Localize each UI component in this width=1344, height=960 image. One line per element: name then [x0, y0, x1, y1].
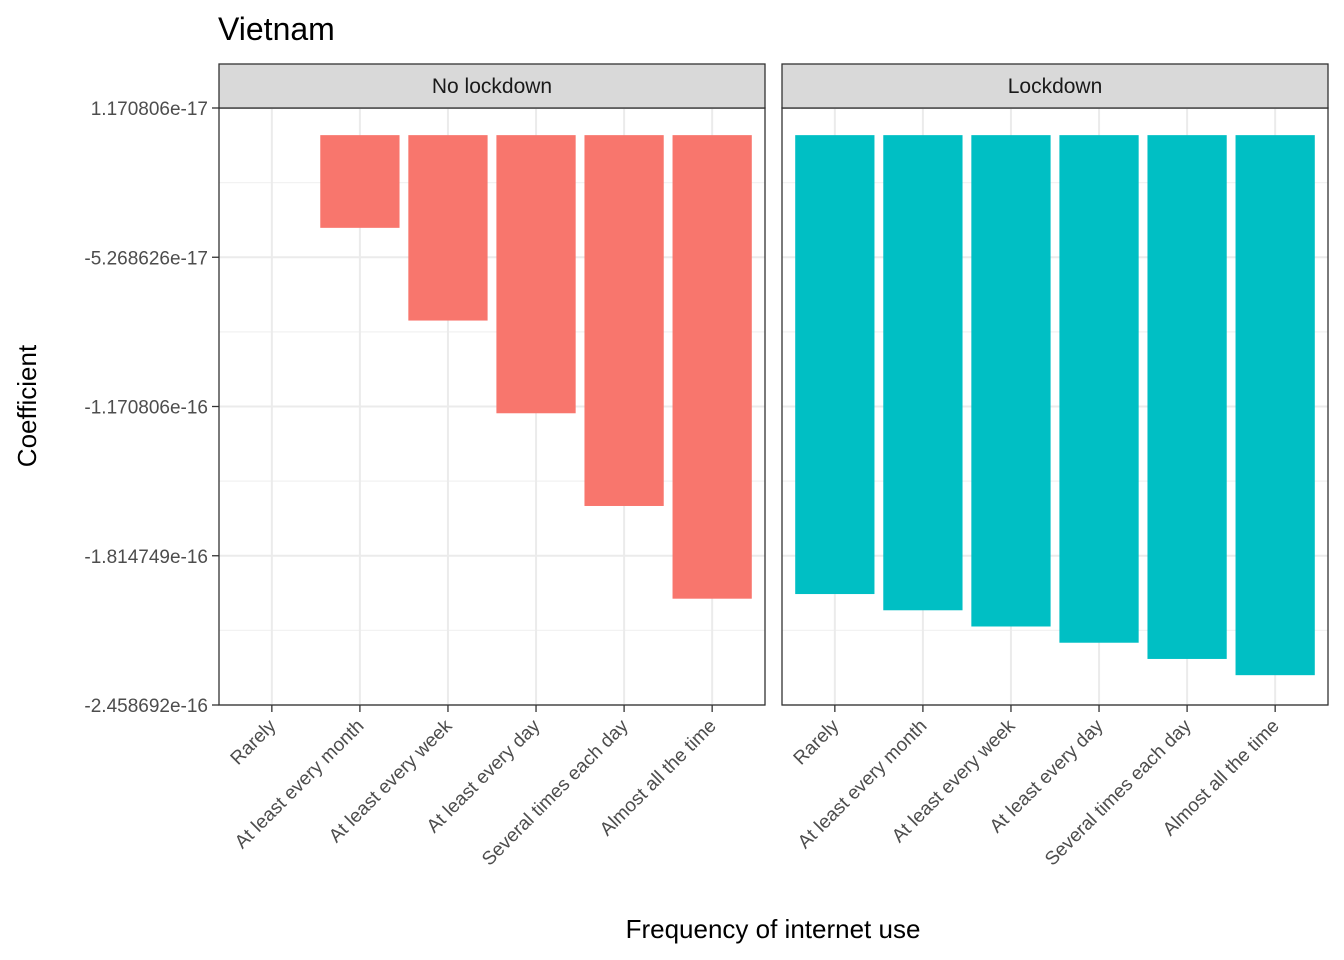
bar: [672, 135, 752, 599]
bar: [883, 135, 963, 611]
y-tick-label: -2.458692e-16: [84, 696, 208, 717]
y-tick-label: -1.814749e-16: [84, 547, 208, 568]
bar: [971, 135, 1051, 627]
x-tick-label: Several times each day: [1041, 715, 1196, 870]
bar: [1235, 135, 1315, 676]
bar: [320, 135, 400, 228]
x-tick-label: Several times each day: [478, 715, 633, 870]
facet-strip-label: Lockdown: [1008, 75, 1103, 98]
x-axis-title: Frequency of internet use: [626, 914, 921, 944]
bar: [1147, 135, 1227, 659]
bar: [584, 135, 664, 506]
x-tick-label: Rarely: [227, 715, 281, 769]
y-tick-label: -5.268626e-17: [84, 248, 208, 269]
y-axis-title: Coefficient: [12, 344, 42, 467]
bar: [496, 135, 576, 414]
facet-strip: [218, 63, 766, 109]
facet-strip: [781, 63, 1329, 109]
y-tick-label: -1.170806e-16: [84, 398, 208, 419]
facet-strip-label: No lockdown: [432, 75, 552, 98]
x-tick-label: Rarely: [790, 715, 844, 769]
y-tick-label: 1.170806e-17: [91, 99, 208, 120]
bar: [795, 135, 875, 595]
bar: [408, 135, 488, 321]
chart-title: Vietnam: [218, 11, 335, 47]
y-axis: 1.170806e-17 -5.268626e-17 -1.170806e-16 -1…: [84, 99, 219, 717]
bar: [1059, 135, 1139, 643]
